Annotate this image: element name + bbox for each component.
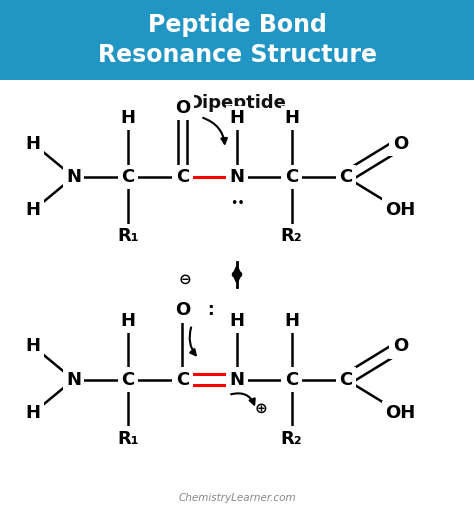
- FancyBboxPatch shape: [0, 0, 474, 80]
- Text: H: H: [120, 109, 136, 127]
- Text: :: :: [207, 301, 213, 320]
- Text: O: O: [393, 134, 408, 153]
- Text: H: H: [229, 311, 245, 330]
- Text: ••: ••: [229, 197, 245, 210]
- Text: OH: OH: [385, 404, 416, 422]
- Text: H: H: [284, 311, 299, 330]
- Text: ChemistryLearner.com: ChemistryLearner.com: [178, 492, 296, 503]
- Text: ⊖: ⊖: [179, 272, 191, 287]
- Text: N: N: [229, 370, 245, 389]
- Text: R₂: R₂: [281, 227, 302, 245]
- Text: O: O: [393, 337, 408, 356]
- Text: H: H: [120, 311, 136, 330]
- Text: C: C: [285, 168, 298, 186]
- Text: C: C: [121, 370, 135, 389]
- Text: OH: OH: [385, 201, 416, 220]
- Text: C: C: [121, 168, 135, 186]
- Text: C: C: [339, 370, 353, 389]
- Text: C: C: [285, 370, 298, 389]
- Text: H: H: [284, 109, 299, 127]
- Text: Dipeptide: Dipeptide: [188, 93, 286, 112]
- Text: H: H: [229, 109, 245, 127]
- Text: ⊕: ⊕: [255, 400, 267, 416]
- Text: O: O: [175, 301, 190, 320]
- Text: C: C: [339, 168, 353, 186]
- Text: H: H: [26, 337, 41, 356]
- Text: H: H: [26, 404, 41, 422]
- Text: C: C: [176, 370, 189, 389]
- Text: N: N: [66, 168, 81, 186]
- Text: N: N: [66, 370, 81, 389]
- Text: O: O: [175, 98, 190, 117]
- Text: R₁: R₁: [117, 227, 139, 245]
- Text: R₁: R₁: [117, 429, 139, 448]
- Text: Peptide Bond
Resonance Structure: Peptide Bond Resonance Structure: [98, 13, 376, 67]
- Text: N: N: [229, 168, 245, 186]
- Text: R₂: R₂: [281, 429, 302, 448]
- Text: H: H: [26, 134, 41, 153]
- Text: C: C: [176, 168, 189, 186]
- Text: H: H: [26, 201, 41, 220]
